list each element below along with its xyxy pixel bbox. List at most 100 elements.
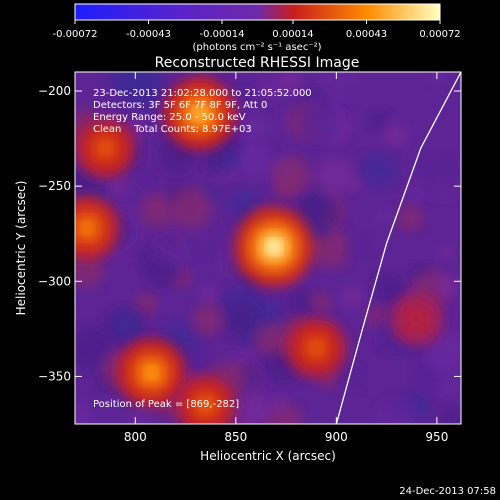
texture-patch bbox=[421, 158, 461, 200]
texture-patch bbox=[229, 189, 261, 221]
x-axis-ticks: 800 850 900 950 bbox=[124, 72, 448, 444]
colorbar-tick-label: -0.00072 bbox=[53, 29, 98, 40]
annotation-detectors: Detectors: 3F 5F 6F 7F 8F 9F, Att 0 bbox=[93, 100, 267, 111]
x-tick-label: 950 bbox=[425, 430, 448, 444]
colorbar-gradient bbox=[74, 3, 441, 21]
texture-patch bbox=[145, 254, 180, 288]
texture-patch bbox=[198, 284, 218, 304]
emission-contour bbox=[267, 240, 282, 255]
annotation-clean-counts: Clean Total Counts: 8.97E+03 bbox=[93, 124, 252, 135]
texture-patch bbox=[192, 303, 225, 336]
texture-patch bbox=[192, 242, 211, 261]
emission-source bbox=[75, 195, 120, 261]
texture-patch bbox=[361, 152, 396, 188]
texture-patch bbox=[310, 291, 332, 314]
texture-patch bbox=[346, 234, 369, 257]
x-tick-label: 850 bbox=[224, 430, 247, 444]
texture-patch bbox=[365, 305, 387, 327]
texture-patch bbox=[221, 299, 260, 338]
texture-patch bbox=[181, 345, 211, 374]
colorbar-tick-label: 0.00072 bbox=[419, 29, 460, 40]
texture-patch bbox=[369, 109, 391, 131]
colorbar-tick-label: 0.00014 bbox=[272, 29, 313, 40]
texture-patch bbox=[437, 375, 460, 398]
emission-source bbox=[116, 337, 187, 408]
texture-patch bbox=[109, 178, 128, 197]
texture-patch bbox=[75, 327, 114, 372]
texture-patch bbox=[286, 289, 317, 320]
timestamp: 24-Dec-2013 07:58 bbox=[399, 486, 496, 497]
emission-contour bbox=[81, 222, 93, 234]
texture-patch bbox=[337, 72, 357, 87]
plot-area bbox=[75, 72, 461, 424]
emission-contour bbox=[412, 314, 422, 325]
texture-patch bbox=[202, 148, 226, 172]
y-tick-label: −200 bbox=[38, 84, 71, 98]
texture-patch bbox=[298, 102, 340, 145]
texture-patch bbox=[235, 141, 274, 180]
texture-patch bbox=[382, 121, 409, 148]
y-tick-label: −250 bbox=[38, 179, 71, 193]
texture-patch bbox=[396, 204, 424, 232]
colorbar: -0.00072 -0.00043 -0.00014 0.00014 0.00043 0.… bbox=[53, 3, 461, 53]
y-tick-label: −300 bbox=[38, 274, 71, 288]
texture-patch bbox=[339, 285, 364, 309]
emission-source bbox=[234, 207, 315, 288]
texture-patch bbox=[138, 170, 156, 188]
colorbar-units: (photons cm⁻² s⁻¹ asec⁻²) bbox=[192, 42, 321, 53]
texture-patch bbox=[272, 156, 312, 196]
emission-contour bbox=[310, 342, 322, 354]
texture-patch bbox=[433, 273, 459, 300]
y-axis-ticks: −200 −250 −300 −350 bbox=[38, 84, 461, 383]
texture-patch bbox=[161, 233, 180, 251]
texture-patch bbox=[140, 192, 176, 229]
colorbar-ticks: -0.00072 -0.00043 -0.00014 0.00014 0.00043 0.… bbox=[53, 20, 461, 40]
texture-patch bbox=[75, 399, 94, 424]
image-texture bbox=[75, 72, 461, 424]
emission-source bbox=[285, 317, 347, 379]
emission-contour bbox=[145, 366, 158, 379]
texture-patch bbox=[316, 156, 355, 196]
colorbar-tick-label: -0.00043 bbox=[126, 29, 171, 40]
texture-patch bbox=[231, 392, 273, 424]
texture-patch bbox=[426, 332, 461, 375]
colorbar-tick-label: 0.00043 bbox=[346, 29, 387, 40]
texture-patch bbox=[299, 191, 340, 232]
y-tick-label: −350 bbox=[38, 369, 71, 383]
y-axis-label: Heliocentric Y (arcsec) bbox=[14, 181, 28, 316]
x-tick-label: 800 bbox=[124, 430, 147, 444]
texture-patch bbox=[170, 187, 213, 229]
texture-patch bbox=[440, 406, 461, 424]
texture-patch bbox=[126, 404, 156, 424]
emission-contour bbox=[99, 142, 111, 154]
annotation-energy-range: Energy Range: 25.0 - 50.0 keV bbox=[93, 112, 246, 123]
texture-patch bbox=[375, 207, 395, 227]
emission-source bbox=[174, 373, 237, 424]
texture-patch bbox=[319, 72, 336, 83]
emission-sources bbox=[75, 77, 444, 424]
emission-contour bbox=[193, 107, 206, 121]
texture-patch bbox=[110, 310, 143, 344]
emission-source bbox=[390, 292, 444, 347]
emission-contour bbox=[200, 399, 212, 411]
texture-patch bbox=[373, 272, 405, 304]
annotation-time-range: 23-Dec-2013 21:02:28.000 to 21:05:52.000 bbox=[93, 88, 312, 99]
texture-patch bbox=[385, 394, 414, 422]
texture-patch bbox=[276, 72, 302, 94]
solar-limb-line bbox=[335, 72, 461, 424]
x-tick-label: 900 bbox=[325, 430, 348, 444]
colorbar-tick-label: -0.00014 bbox=[200, 29, 245, 40]
texture-patch bbox=[269, 394, 289, 414]
texture-patch bbox=[238, 112, 269, 142]
chart-title: Reconstructed RHESSI Image bbox=[155, 55, 360, 71]
annotations: 23-Dec-2013 21:02:28.000 to 21:05:52.000… bbox=[93, 88, 312, 410]
texture-patch bbox=[436, 244, 454, 262]
texture-patch bbox=[134, 292, 158, 315]
x-axis-label: Heliocentric X (arcsec) bbox=[200, 449, 336, 463]
emission-source bbox=[163, 77, 236, 151]
emission-source bbox=[75, 117, 136, 179]
peak-position-label: Position of Peak = [869,-282] bbox=[93, 399, 239, 410]
texture-patch bbox=[309, 226, 352, 269]
texture-patch bbox=[337, 366, 364, 392]
